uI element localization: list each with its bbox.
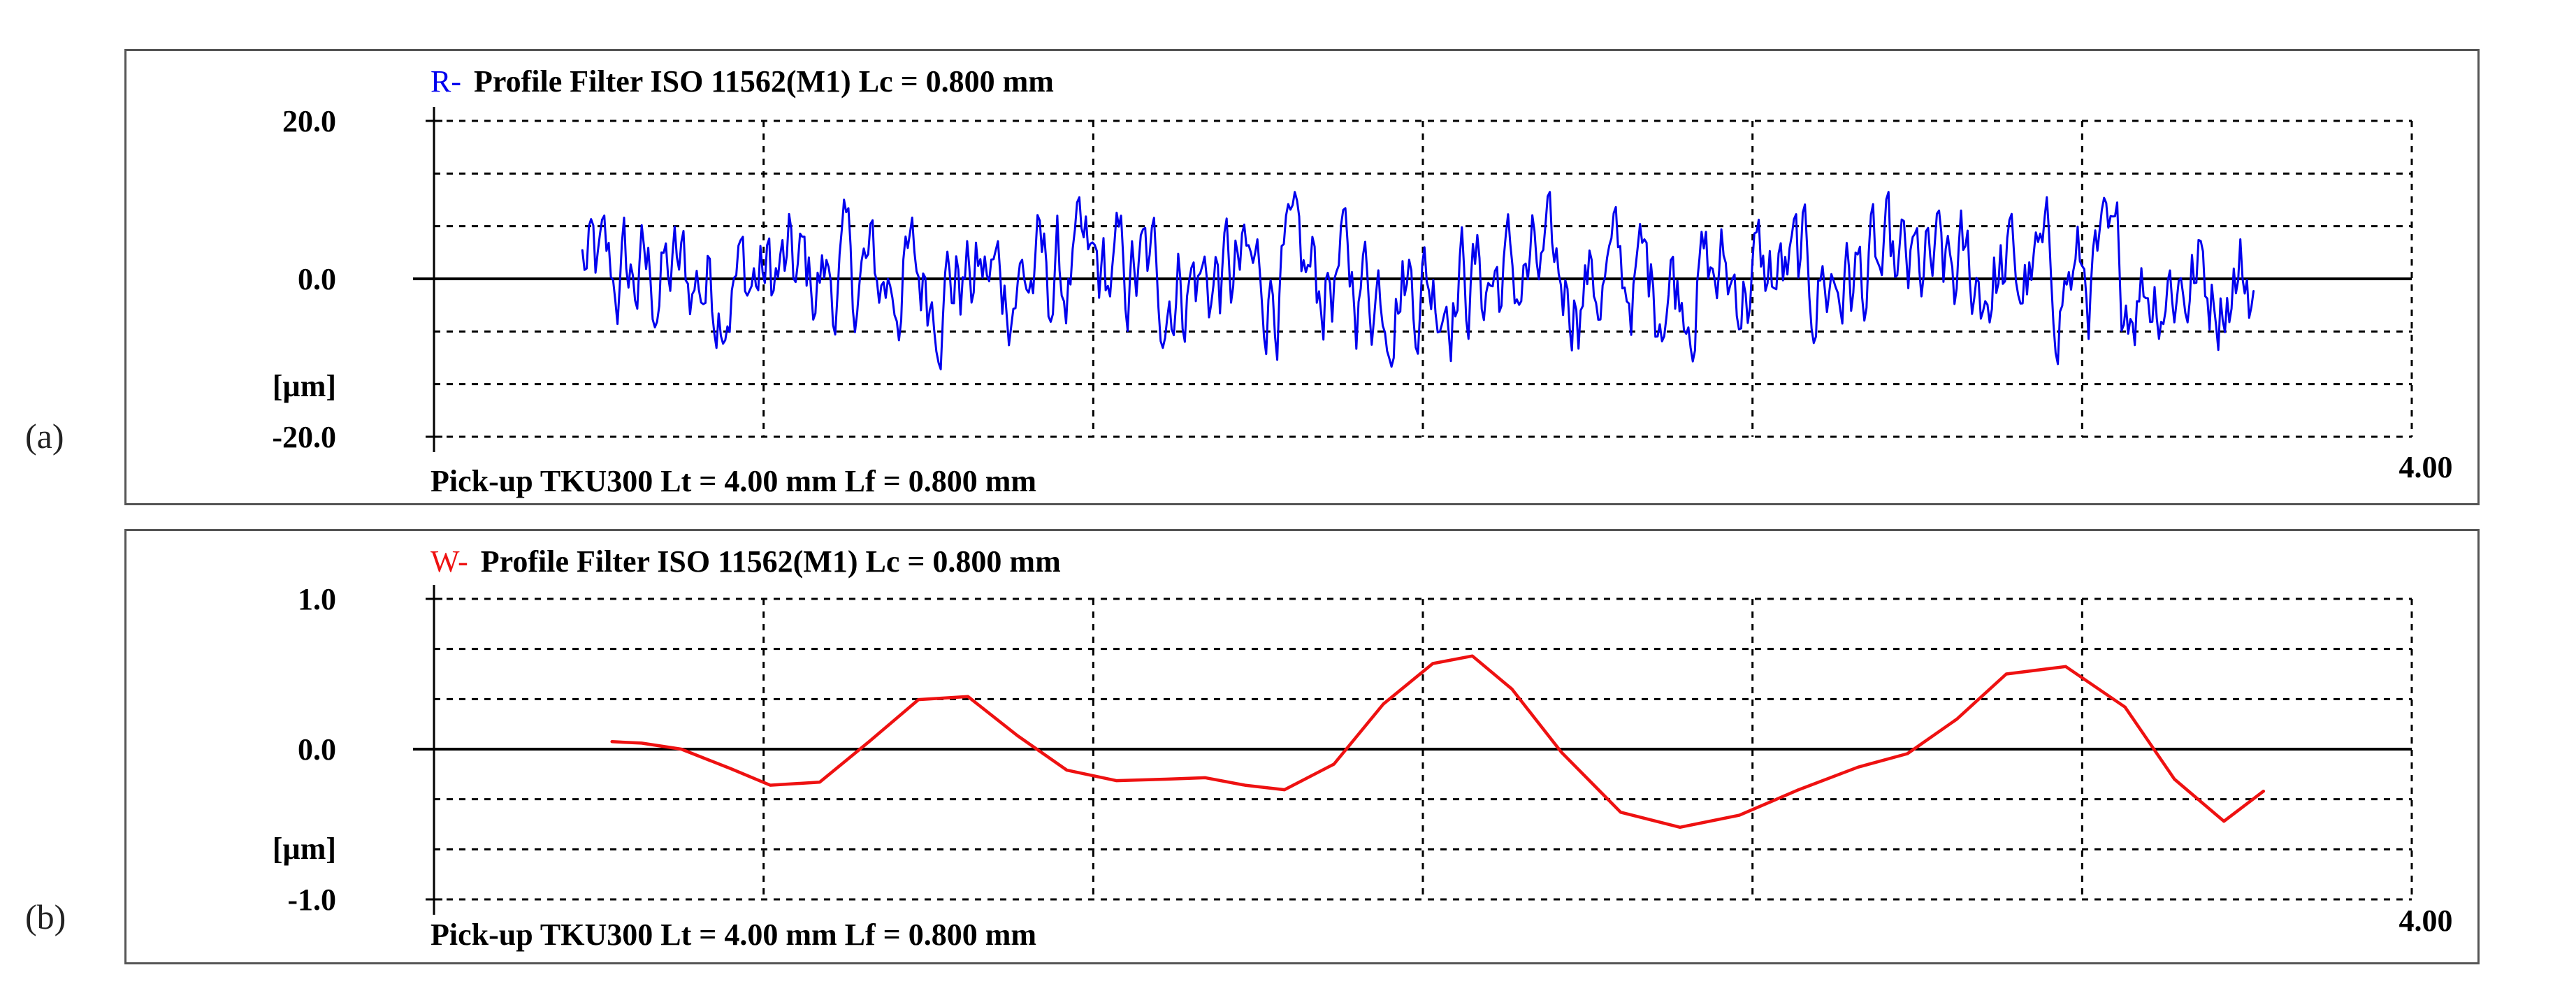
r-profile-line [581, 191, 2255, 370]
chart-title: W- Profile Filter ISO 11562(M1) Lc = 0.80… [430, 544, 1061, 579]
x-end-label: 4.00 [2399, 450, 2453, 484]
w-profile-line [610, 654, 2266, 829]
profile-prefix: W- [430, 544, 468, 579]
y-tick-label-zero: 0.0 [298, 732, 336, 767]
profile-title: Profile Filter ISO 11562(M1) Lc = 0.800 … [481, 544, 1061, 579]
footer-info: Pick-up TKU300 Lt = 4.00 mm Lf = 0.800 m… [430, 464, 1036, 498]
footer-info: Pick-up TKU300 Lt = 4.00 mm Lf = 0.800 m… [430, 918, 1036, 952]
y-tick-label-min: -20.0 [272, 420, 336, 454]
panel-label-a: (a) [25, 416, 64, 456]
panel-label-b: (b) [25, 897, 66, 936]
w-profile-panel: W- Profile Filter ISO 11562(M1) Lc = 0.80… [124, 529, 2480, 964]
y-tick-label-max: 1.0 [298, 582, 336, 616]
y-axis-unit-label: [µm] [273, 369, 336, 403]
r-profile-chart: R- Profile Filter ISO 11562(M1) Lc = 0.80… [272, 64, 2453, 498]
profile-title: Profile Filter ISO 11562(M1) Lc = 0.800 … [474, 64, 1054, 99]
w-profile-chart: W- Profile Filter ISO 11562(M1) Lc = 0.80… [273, 544, 2453, 952]
x-end-label: 4.00 [2399, 904, 2453, 938]
y-tick-label-min: -1.0 [287, 883, 336, 917]
y-axis-unit-label: [µm] [273, 832, 336, 866]
profile-prefix: R- [430, 64, 461, 99]
y-tick-label-max: 20.0 [282, 104, 336, 138]
y-tick-label-zero: 0.0 [298, 262, 336, 296]
r-profile-panel: R- Profile Filter ISO 11562(M1) Lc = 0.80… [124, 49, 2480, 505]
chart-title: R- Profile Filter ISO 11562(M1) Lc = 0.80… [430, 64, 1054, 99]
